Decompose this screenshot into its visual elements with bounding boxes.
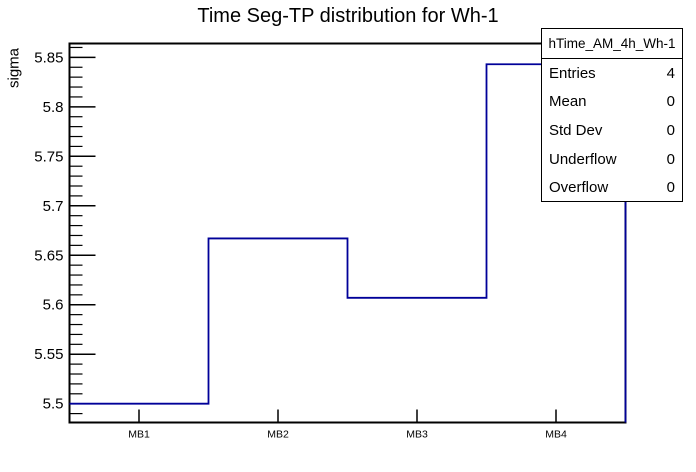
plot-title: Time Seg-TP distribution for Wh-1 <box>197 5 499 27</box>
stat-label: Entries <box>549 64 596 82</box>
y-tick-label: 5.55 <box>34 346 63 363</box>
stat-row-underflow: Underflow 0 <box>542 145 682 174</box>
y-tick-label: 5.6 <box>43 297 64 314</box>
stats-box: hTime_AM_4h_Wh-1 Entries 4 Mean 0 Std De… <box>541 28 683 202</box>
y-tick-label: 5.5 <box>43 396 64 413</box>
x-category-label: MB4 <box>545 429 567 441</box>
stat-row-entries: Entries 4 <box>542 59 682 88</box>
stat-value: 0 <box>666 179 675 197</box>
y-tick-label: 5.8 <box>43 99 64 116</box>
y-tick-label: 5.65 <box>34 247 63 264</box>
y-tick-label: 5.7 <box>43 198 64 215</box>
stat-label: Overflow <box>549 179 609 197</box>
stats-box-rows: Entries 4 Mean 0 Std Dev 0 Underflow 0 O… <box>542 59 682 202</box>
stat-value: 4 <box>666 64 675 82</box>
stat-value: 0 <box>666 121 675 139</box>
y-tick-label: 5.85 <box>34 49 63 66</box>
x-category-label: MB2 <box>267 429 289 441</box>
stat-row-mean: Mean 0 <box>542 88 682 117</box>
stat-row-stddev: Std Dev 0 <box>542 116 682 145</box>
stat-row-overflow: Overflow 0 <box>542 173 682 202</box>
stat-label: Underflow <box>549 150 617 168</box>
stat-label: Std Dev <box>549 121 603 139</box>
x-category-label: MB3 <box>406 429 428 441</box>
x-category-label: MB1 <box>128 429 150 441</box>
y-tick-label: 5.75 <box>34 148 63 165</box>
stats-box-title: hTime_AM_4h_Wh-1 <box>542 29 682 59</box>
stat-label: Mean <box>549 93 587 111</box>
stat-value: 0 <box>666 150 675 168</box>
stat-value: 0 <box>666 93 675 111</box>
